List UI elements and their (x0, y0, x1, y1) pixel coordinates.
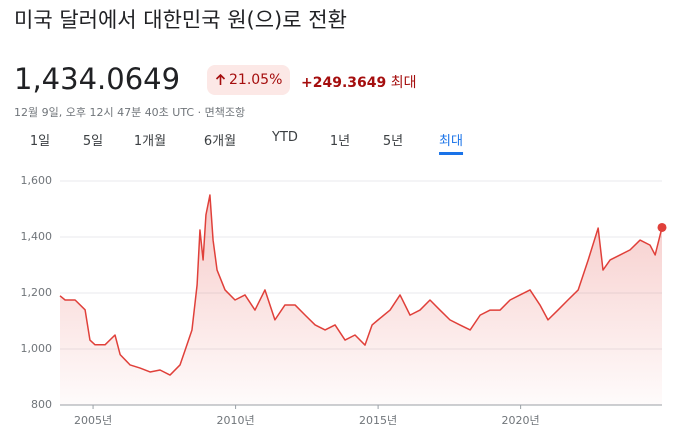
range-tab[interactable]: 1년 (329, 134, 351, 149)
change-value: +249.3649 (301, 75, 387, 91)
range-tab[interactable]: 5일 (82, 134, 104, 149)
range-tab[interactable]: 5년 (382, 134, 404, 149)
area-fill (60, 195, 662, 405)
range-tab[interactable]: 6개월 (203, 134, 237, 149)
y-tick-label: 1,600 (21, 174, 53, 187)
up-arrow-icon (215, 74, 226, 85)
y-tick-label: 1,400 (21, 230, 53, 243)
change-percent: 21.05% (229, 72, 283, 88)
range-tab[interactable]: 1일 (29, 134, 51, 149)
range-tab[interactable]: 최대 (439, 130, 463, 155)
change-absolute: +249.3649 최대 (301, 72, 416, 92)
range-tab[interactable]: 1개월 (133, 134, 167, 149)
end-point (657, 222, 667, 232)
x-tick-label: 2020년 (502, 414, 540, 427)
change-badge: 21.05% (207, 65, 291, 95)
chart: 800 1,000 1,200 1,400 1,600 2005년 2010년 2015년 20… (21, 174, 667, 427)
timestamp: 12월 9일, 오후 12시 47분 40초 UTC · 면책조항 (14, 106, 246, 119)
y-tick-label: 1,000 (21, 342, 53, 355)
price: 1,434.0649 (14, 62, 181, 96)
x-tick-label: 2005년 (74, 414, 112, 427)
x-tick-label: 2010년 (217, 414, 255, 427)
range-tab[interactable]: YTD (272, 130, 298, 145)
y-tick-label: 1,200 (21, 286, 53, 299)
change-period: 최대 (390, 75, 417, 91)
y-tick-label: 800 (31, 398, 52, 411)
range-tabs: 1일 5일 1개월 6개월 YTD 1년 5년 최대 (0, 130, 685, 160)
x-tick-label: 2015년 (359, 414, 397, 427)
price-line (59, 194, 663, 376)
title: 미국 달러에서 대한민국 원(으)로 전환 (14, 8, 347, 32)
